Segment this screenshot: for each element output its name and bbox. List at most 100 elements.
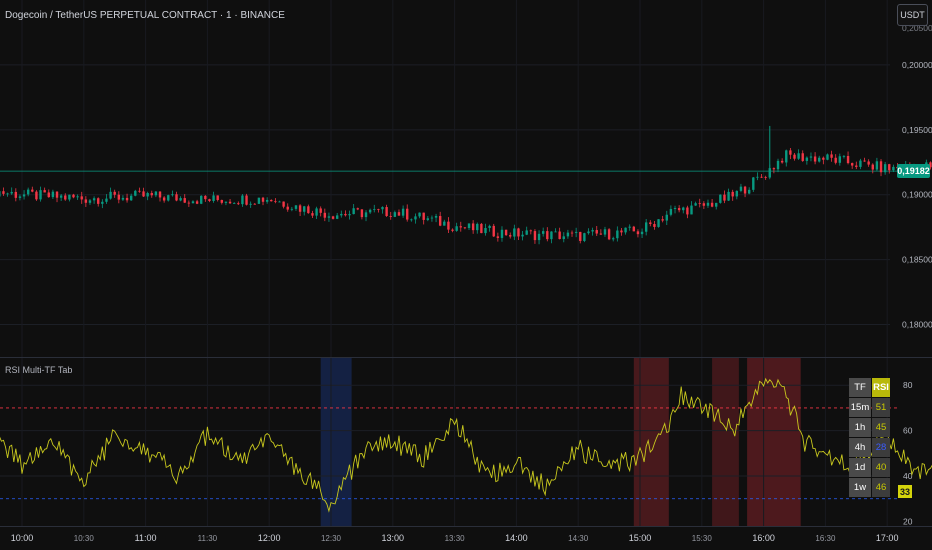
- candle-body: [109, 191, 112, 199]
- candle-body: [14, 191, 18, 198]
- time-axis-tick: 16:30: [815, 534, 836, 543]
- candle-body: [793, 154, 796, 159]
- time-axis-tick: 15:00: [629, 533, 652, 543]
- price-chart[interactable]: 0,20000 0,19500 0,19000 0,18500 0,18000 0,205…: [0, 0, 932, 357]
- candle-body: [76, 196, 79, 198]
- table-cell-rsi: 45: [872, 418, 890, 437]
- candle-body: [249, 203, 252, 205]
- candle-body: [303, 206, 306, 212]
- candle-body: [813, 156, 817, 162]
- candle-body: [591, 230, 594, 232]
- candle-body: [265, 199, 269, 202]
- candle-body: [162, 197, 166, 201]
- time-axis-tick: 14:00: [505, 533, 528, 543]
- candle-body: [278, 201, 281, 203]
- candle-body: [620, 230, 623, 233]
- candle-body: [760, 176, 763, 178]
- candle-body: [257, 197, 261, 204]
- candle-body: [406, 208, 409, 220]
- candle-body: [158, 191, 162, 198]
- candle-body: [632, 226, 636, 232]
- candle-body: [237, 203, 240, 205]
- candle-body: [690, 205, 693, 215]
- candle-body: [183, 198, 186, 203]
- candle-body: [467, 223, 471, 228]
- candle-body: [274, 201, 277, 203]
- price-chart-pane[interactable]: 0,20000 0,19500 0,19000 0,18500 0,18000 0,205…: [0, 0, 932, 357]
- candle-body: [628, 226, 631, 228]
- price-axis-tick: 0,18500: [902, 255, 932, 265]
- pane-separator[interactable]: [0, 357, 932, 358]
- table-header-rsi: RSI: [872, 378, 890, 397]
- candle-body: [393, 212, 397, 217]
- candle-body: [175, 194, 178, 201]
- candle-body: [665, 214, 668, 221]
- candle-body: [142, 191, 145, 197]
- candle-body: [232, 203, 236, 205]
- rsi-signal-band: [320, 358, 352, 526]
- candle-body: [129, 195, 133, 201]
- candle-body: [785, 150, 788, 163]
- candle-body: [727, 191, 730, 201]
- candle-body: [801, 153, 804, 161]
- rsi-axis-tick: 20: [903, 516, 913, 526]
- candle-body: [451, 229, 454, 231]
- candle-body: [682, 207, 685, 211]
- candle-body: [566, 232, 570, 237]
- candle-body: [72, 194, 75, 198]
- time-axis-tick: 13:30: [445, 534, 466, 543]
- candle-body: [344, 213, 347, 216]
- price-axis-tick: 0,20000: [902, 60, 932, 70]
- candle-body: [352, 208, 355, 215]
- table-cell-tf: 1d: [849, 458, 871, 477]
- rsi-chart[interactable]: 80 60 40 20: [0, 358, 932, 526]
- candle-body: [533, 231, 537, 241]
- candle-body: [179, 198, 182, 201]
- candle-body: [92, 198, 96, 201]
- candle-body: [125, 197, 129, 201]
- candle-body: [401, 208, 405, 216]
- candle-body: [459, 226, 462, 228]
- candle-body: [855, 165, 858, 167]
- candle-body: [373, 209, 376, 210]
- candle-body: [146, 193, 149, 197]
- candle-body: [509, 235, 512, 237]
- table-cell-tf: 15m: [849, 398, 871, 417]
- candle-body: [84, 199, 88, 203]
- candle-body: [859, 160, 862, 167]
- candle-body: [113, 191, 116, 195]
- rsi-indicator-pane[interactable]: 80 60 40 20: [0, 358, 932, 526]
- time-axis[interactable]: 10:00 10:30 11:00 11:30 12:00 12:30 13:00 13:30…: [0, 526, 932, 550]
- candle-body: [377, 209, 380, 210]
- candle-body: [138, 190, 141, 192]
- currency-button[interactable]: USDT: [897, 4, 928, 26]
- candle-body: [422, 212, 425, 220]
- candle-body: [883, 164, 887, 173]
- candle-body: [476, 223, 479, 231]
- candle-body: [55, 191, 59, 198]
- candle-body: [282, 201, 285, 207]
- candle-body: [22, 194, 26, 197]
- candle-body: [583, 233, 586, 241]
- candle-body: [558, 231, 561, 240]
- candle-body: [838, 156, 842, 163]
- candle-body: [18, 196, 22, 198]
- candle-body: [756, 176, 759, 178]
- price-grid: [0, 0, 890, 357]
- candle-body: [764, 177, 767, 178]
- candle-body: [414, 216, 417, 220]
- candle-body: [64, 195, 67, 200]
- time-axis-tick: 10:00: [11, 533, 34, 543]
- candle-body: [879, 161, 883, 173]
- candle-body: [587, 231, 590, 234]
- candle-body: [706, 202, 710, 206]
- candle-body: [752, 177, 755, 190]
- table-cell-rsi: 40: [872, 458, 890, 477]
- candle-body: [702, 203, 706, 206]
- candle-body: [480, 223, 483, 234]
- candle-body: [434, 216, 438, 218]
- candle-body: [809, 156, 813, 158]
- candle-body: [385, 207, 388, 216]
- candle-body: [830, 154, 833, 158]
- candle-body: [364, 212, 368, 218]
